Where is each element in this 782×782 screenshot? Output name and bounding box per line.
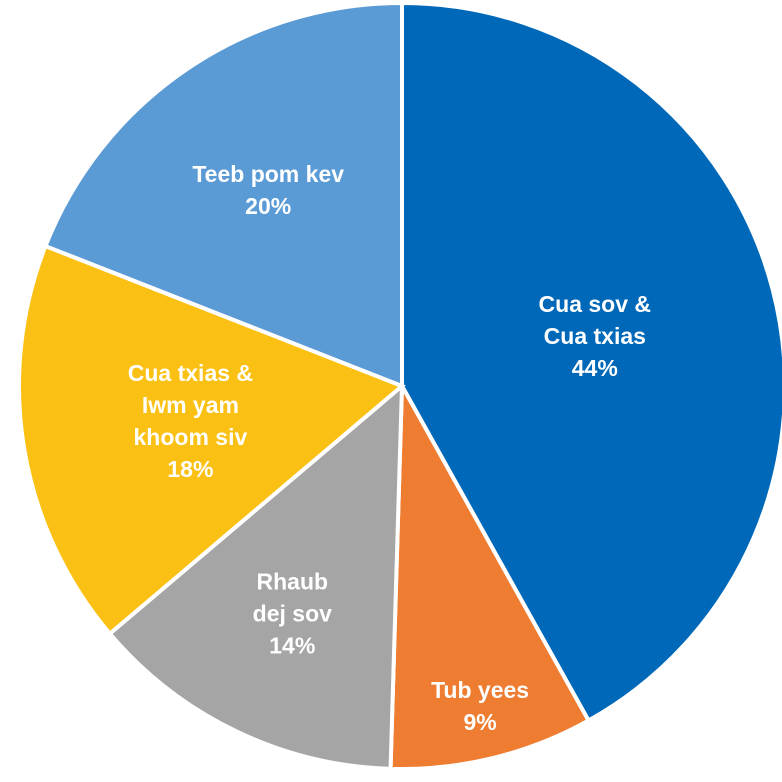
slice-percent-label: 44% — [572, 355, 618, 381]
slice-category-label: khoom siv — [134, 424, 248, 450]
pie-slice-1 — [400, 0, 782, 724]
slice-percent-label: 18% — [167, 456, 213, 482]
slice-category-label: Tub yees — [431, 677, 529, 703]
pie-slice-5 — [42, 0, 404, 389]
slice-category-label: Teeb pom kev — [192, 161, 344, 187]
slice-label-5: Teeb pom kev 20% — [192, 161, 344, 219]
pie-slice-3 — [107, 381, 405, 771]
slice-label-3: Rhaub dej sov 14% — [253, 569, 332, 659]
pie-slices — [17, 0, 782, 771]
slice-category-label: Rhaub — [257, 569, 329, 595]
slice-label-4: Cua txias & Iwm yam khoom siv 18% — [128, 360, 253, 482]
pie-slice-4 — [17, 243, 406, 637]
slice-category-label: dej sov — [253, 601, 332, 627]
slice-percent-label: 20% — [245, 193, 291, 219]
slice-label-2: Tub yees 9% — [431, 677, 529, 735]
slice-category-label: Iwm yam — [142, 392, 239, 418]
slice-category-label: Cua txias — [544, 323, 646, 349]
pie-slice-2 — [388, 378, 592, 771]
slice-label-1: Cua sov & Cua txias 44% — [539, 291, 651, 381]
slice-category-label: Cua sov & — [539, 291, 651, 317]
slice-percent-label: 14% — [269, 633, 315, 659]
slice-percent-label: 9% — [463, 709, 496, 735]
slice-category-label: Cua txias & — [128, 360, 253, 386]
pie-labels: Cua sov & Cua txias 44% Tub yees 9% Rhaub dej … — [128, 161, 651, 735]
